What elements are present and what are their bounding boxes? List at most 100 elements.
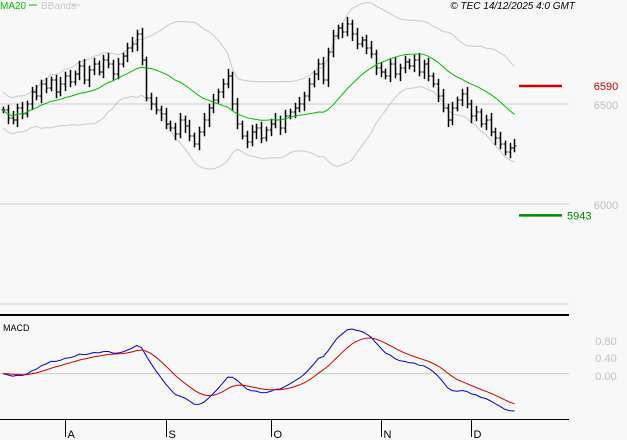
price-bar — [321, 56, 326, 85]
price-bar — [364, 34, 369, 55]
price-bar — [355, 27, 360, 50]
price-bar — [269, 118, 274, 137]
macd-line — [2, 328, 515, 412]
macd-tick-label: 0.40 — [595, 353, 616, 365]
price-bar — [168, 120, 173, 132]
price-bar — [140, 27, 145, 66]
ma20-line — [2, 53, 515, 121]
price-bar — [302, 91, 307, 112]
price-bar — [230, 71, 235, 112]
price-bar — [465, 86, 470, 109]
grid — [0, 103, 569, 305]
price-bar — [278, 115, 283, 136]
price-bar — [25, 100, 30, 118]
price-bar — [30, 86, 35, 111]
legend-ma20: MA20 — [0, 1, 27, 12]
price-bar — [159, 105, 164, 122]
price-bar — [426, 57, 431, 82]
price-bar — [383, 68, 388, 80]
price-bar — [479, 108, 484, 128]
signal-line — [2, 337, 515, 405]
bband-upper — [2, 2, 515, 99]
price-bar — [460, 88, 465, 107]
price-bar — [407, 58, 412, 70]
price-bar — [345, 16, 350, 37]
price-bar — [211, 93, 216, 114]
price-bar — [154, 96, 159, 115]
price-bars — [1, 16, 517, 159]
y-tick-label: 6500 — [594, 100, 618, 112]
x-tick-label: N — [384, 429, 392, 440]
price-bar — [116, 57, 121, 80]
price-bar — [187, 119, 192, 142]
price-bar — [221, 78, 226, 99]
price-bar — [77, 60, 82, 81]
price-bar — [422, 59, 427, 80]
price-bar — [68, 69, 73, 88]
y-tick-label: 6000 — [594, 200, 618, 212]
macd-panel — [0, 328, 569, 412]
price-bar — [192, 132, 197, 148]
price-bar — [58, 76, 63, 97]
price-bar — [350, 19, 355, 42]
axes: 6500 6000 A S O N D 0.80 0.40 0.00 — [0, 100, 618, 440]
legend-bbands: BBands — [41, 1, 76, 12]
price-bar — [63, 71, 68, 92]
price-bar — [512, 138, 517, 153]
price-bar — [197, 126, 202, 151]
resistance-label: 6590 — [594, 81, 618, 93]
price-bar — [446, 103, 451, 128]
price-bar — [307, 77, 312, 102]
price-bar — [250, 124, 255, 147]
price-bar — [34, 84, 39, 101]
price-bar — [283, 109, 288, 134]
price-bar — [49, 76, 54, 92]
price-bar — [431, 72, 436, 88]
price-bar — [484, 114, 489, 131]
price-bar — [106, 52, 111, 69]
price-bar — [493, 127, 498, 146]
price-bar — [326, 47, 331, 88]
price-bar — [130, 36, 135, 53]
price-bar — [73, 70, 78, 86]
price-bar — [82, 58, 87, 85]
price-bar — [135, 29, 140, 52]
price-bar — [39, 79, 44, 104]
price-bar — [202, 112, 207, 137]
price-bar — [316, 58, 321, 81]
price-bar — [178, 112, 183, 139]
price-bar — [101, 54, 106, 79]
price-bar — [412, 54, 417, 73]
price-bar — [417, 52, 422, 77]
price-bar — [226, 68, 231, 89]
price-bar — [388, 58, 393, 83]
price-bar — [393, 56, 398, 79]
price-bar — [360, 36, 365, 48]
legend: MA20 BBands — [0, 1, 80, 12]
x-tick-label: A — [68, 429, 76, 440]
price-bar — [379, 61, 384, 78]
macd-tick-label: 0.80 — [595, 336, 616, 348]
copyright-text: © TEC 14/12/2025 4:0 GMT — [450, 1, 576, 12]
price-bar — [455, 96, 460, 112]
price-bar — [312, 70, 317, 88]
price-bar — [125, 42, 130, 63]
price-bar — [398, 63, 403, 82]
price-bar — [450, 101, 455, 126]
price-bar — [336, 24, 341, 40]
price-bar — [173, 122, 178, 141]
price-bar — [441, 88, 446, 113]
price-bar — [259, 121, 264, 144]
price-bar — [469, 99, 474, 124]
price-bar — [374, 49, 379, 76]
bollinger-bands — [2, 2, 515, 170]
support-label: 5943 — [567, 210, 591, 222]
price-bar — [264, 126, 269, 142]
ma20-path — [2, 53, 515, 121]
price-bar — [54, 74, 59, 99]
price-bar — [403, 55, 408, 74]
price-bar — [254, 123, 259, 140]
price-bar — [92, 57, 97, 76]
price-bar — [436, 78, 441, 103]
